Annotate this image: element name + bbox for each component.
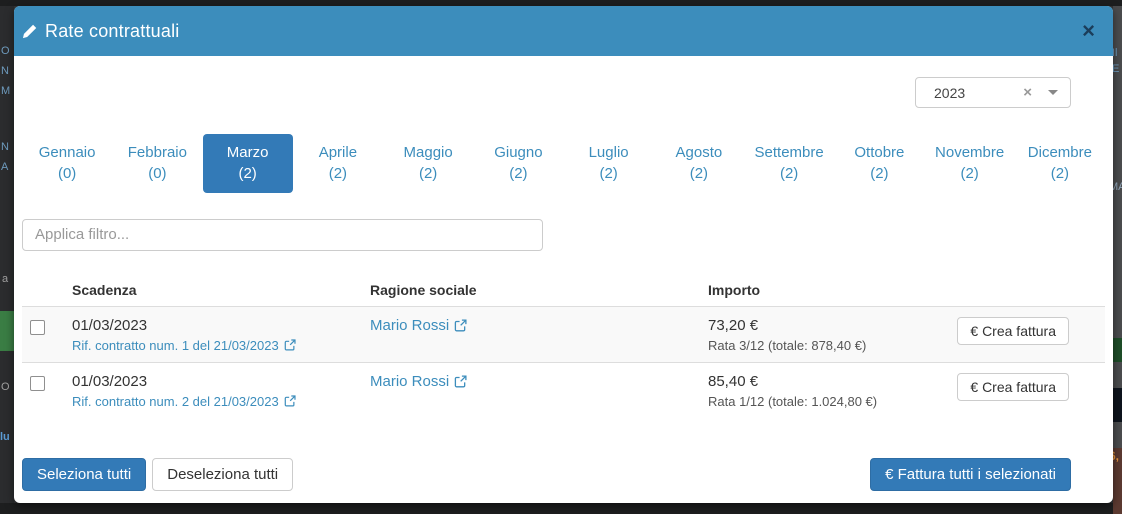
backdrop-brown-block — [1113, 448, 1122, 514]
create-invoice-button[interactable]: € Crea fattura — [957, 316, 1069, 345]
col-importo: Importo — [700, 273, 900, 307]
col-checkbox — [22, 273, 64, 307]
amount: 85,40 € — [708, 372, 759, 390]
company-link[interactable]: Mario Rossi — [370, 373, 467, 390]
due-date: 01/03/2023 — [72, 316, 148, 334]
month-tab-aprile[interactable]: Aprile (2) — [318, 144, 358, 183]
year-select-row: 2023 × — [22, 77, 1105, 108]
select-all-button[interactable]: Seleziona tutti — [22, 457, 147, 491]
col-ragione-sociale: Ragione sociale — [362, 273, 700, 307]
backdrop-right-strip — [1113, 6, 1122, 514]
due-date: 01/03/2023 — [72, 372, 148, 390]
backdrop-green-block — [0, 311, 14, 351]
month-tab-settembre[interactable]: Settembre (2) — [754, 144, 824, 183]
month-tab-luglio[interactable]: Luglio (2) — [588, 144, 629, 183]
row-checkbox[interactable] — [30, 319, 45, 335]
rate-contrattuali-modal: Rate contrattuali × 2023 × Gennaio (0) Fe… — [14, 6, 1113, 503]
backdrop-fragment: Il — [1112, 47, 1118, 59]
deselect-all-button[interactable]: Deseleziona tutti — [152, 457, 294, 491]
amount: 73,20 € — [708, 316, 759, 334]
col-scadenza: Scadenza — [64, 273, 362, 307]
row-checkbox[interactable] — [30, 375, 45, 391]
installment-info: Rata 1/12 (totale: 1.024,80 €) — [708, 393, 878, 409]
chevron-down-icon[interactable] — [1048, 90, 1058, 95]
backdrop-green-block — [1113, 338, 1122, 362]
external-link-icon — [454, 375, 467, 388]
modal-title: Rate contrattuali — [45, 20, 180, 41]
col-actions — [900, 273, 1105, 307]
backdrop-fragment: N — [1, 65, 9, 77]
external-link-icon — [454, 319, 467, 332]
table-header-row: Scadenza Ragione sociale Importo — [22, 273, 1105, 307]
filter-input[interactable] — [22, 218, 543, 251]
external-link-icon — [284, 339, 296, 351]
table-row: 01/03/2023 Rif. contratto num. 2 del 21/… — [22, 361, 1105, 418]
modal-body: 2023 × Gennaio (0) Febbraio (0) Marzo (2) A… — [14, 77, 1113, 491]
year-select-value: 2023 — [934, 84, 966, 101]
clear-icon[interactable]: × — [1023, 84, 1032, 101]
backdrop-fragment: lu — [0, 431, 10, 443]
close-icon[interactable]: × — [1082, 18, 1095, 43]
backdrop-fragment: 6, — [1109, 449, 1120, 463]
modal-header: Rate contrattuali × — [14, 6, 1113, 56]
year-select[interactable]: 2023 × — [915, 77, 1071, 108]
backdrop-fragment: E — [1112, 63, 1120, 75]
month-tab-ottobre[interactable]: Ottobre (2) — [854, 144, 905, 183]
month-tabs: Gennaio (0) Febbraio (0) Marzo (2) Aprile (2… — [22, 134, 1105, 193]
contract-ref-link[interactable]: Rif. contratto num. 2 del 21/03/2023 — [72, 394, 296, 409]
backdrop-fragment: O — [1, 381, 10, 393]
backdrop-dark-block — [1113, 388, 1122, 422]
invoice-selected-button[interactable]: € Fattura tutti i selezionati — [870, 457, 1071, 491]
month-tab-gennaio[interactable]: Gennaio (0) — [38, 144, 96, 183]
month-tab-novembre[interactable]: Novembre (2) — [935, 144, 1005, 183]
modal-footer: Seleziona tutti Deseleziona tutti € Fatt… — [22, 457, 1105, 491]
backdrop-fragment: M — [1, 85, 11, 97]
backdrop-fragment: a — [2, 273, 9, 285]
month-tab-giugno[interactable]: Giugno (2) — [494, 144, 543, 183]
backdrop-fragment: A — [1, 161, 9, 173]
backdrop-fragment: N — [1, 141, 9, 153]
backdrop-fragment: MA — [1109, 181, 1122, 193]
backdrop-fragment: O — [1, 45, 10, 57]
month-tab-maggio[interactable]: Maggio (2) — [403, 144, 453, 183]
month-tab-dicembre[interactable]: Dicembre (2) — [1027, 144, 1092, 183]
backdrop-top-strip — [0, 0, 1122, 6]
backdrop-bottom-strip — [0, 503, 1122, 514]
installments-table: Scadenza Ragione sociale Importo 01/03/2… — [22, 273, 1105, 418]
backdrop-left-strip — [0, 6, 14, 514]
table-row: 01/03/2023 Rif. contratto num. 1 del 21/… — [22, 305, 1105, 363]
contract-ref-link[interactable]: Rif. contratto num. 1 del 21/03/2023 — [72, 338, 296, 353]
installment-info: Rata 3/12 (totale: 878,40 €) — [708, 337, 867, 353]
month-tab-marzo[interactable]: Marzo (2) — [202, 134, 293, 193]
month-tab-febbraio[interactable]: Febbraio (0) — [127, 144, 187, 183]
month-tab-agosto[interactable]: Agosto (2) — [675, 144, 723, 183]
external-link-icon — [284, 395, 296, 407]
company-link[interactable]: Mario Rossi — [370, 317, 467, 334]
create-invoice-button[interactable]: € Crea fattura — [957, 372, 1069, 401]
pencil-icon — [22, 24, 37, 39]
